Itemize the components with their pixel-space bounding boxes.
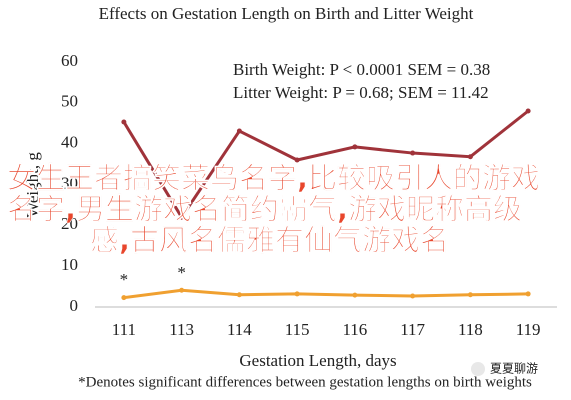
annotation: * xyxy=(120,270,129,289)
x-axis-label: Gestation Length, days xyxy=(239,351,396,370)
watermark: 夏夏聊游 xyxy=(471,362,538,376)
x-tick-label: 115 xyxy=(285,320,310,339)
point xyxy=(121,119,127,125)
x-tick-label: 113 xyxy=(169,320,194,339)
chart-title: Effects on Gestation Length on Birth and… xyxy=(99,4,474,23)
point xyxy=(179,287,185,293)
point xyxy=(352,144,358,150)
point xyxy=(525,291,531,297)
annotation: Litter Weight: P = 0.68; SEM = 11.42 xyxy=(233,83,489,102)
watermark-icon xyxy=(471,362,485,376)
annotation: Birth Weight: P < 0.0001 SEM = 0.38 xyxy=(233,60,490,79)
y-tick-label: 0 xyxy=(70,296,79,315)
point xyxy=(410,150,416,156)
point xyxy=(179,214,185,220)
point xyxy=(236,128,242,134)
point xyxy=(236,292,242,298)
point xyxy=(467,154,473,160)
point xyxy=(121,295,127,301)
point xyxy=(352,292,358,298)
watermark-text: 夏夏聊游 xyxy=(490,362,538,376)
y-tick-label: 60 xyxy=(61,51,78,70)
y-axis-label: Weight, g xyxy=(23,152,42,218)
point xyxy=(294,157,300,163)
annotation: * xyxy=(177,263,186,282)
x-tick-label: 111 xyxy=(112,320,136,339)
point xyxy=(525,108,531,114)
overlay-text: 女生王者搞笑菜鸟名字,比较吸引人的游戏 xyxy=(7,161,540,195)
x-tick-label: 118 xyxy=(458,320,483,339)
y-tick-label: 50 xyxy=(61,92,78,111)
x-tick-label: 114 xyxy=(227,320,252,339)
y-tick-label: 20 xyxy=(61,214,78,233)
overlay-text: 感,古风名儒雅有仙气游戏名 xyxy=(90,223,449,257)
footnote: *Denotes significant differences between… xyxy=(78,374,532,390)
y-tick-label: 30 xyxy=(61,173,78,192)
y-tick-label: 40 xyxy=(61,133,78,152)
point xyxy=(410,293,416,299)
overlay-text: 名字,男生游戏名简约霸气,游戏昵称高级 xyxy=(7,192,522,226)
y-tick-label: 10 xyxy=(61,255,78,274)
point xyxy=(294,291,300,297)
series-line xyxy=(123,288,529,300)
x-tick-label: 119 xyxy=(516,320,541,339)
x-tick-label: 117 xyxy=(400,320,425,339)
point xyxy=(467,292,473,298)
series-line xyxy=(122,109,530,220)
x-tick-label: 116 xyxy=(342,320,367,339)
